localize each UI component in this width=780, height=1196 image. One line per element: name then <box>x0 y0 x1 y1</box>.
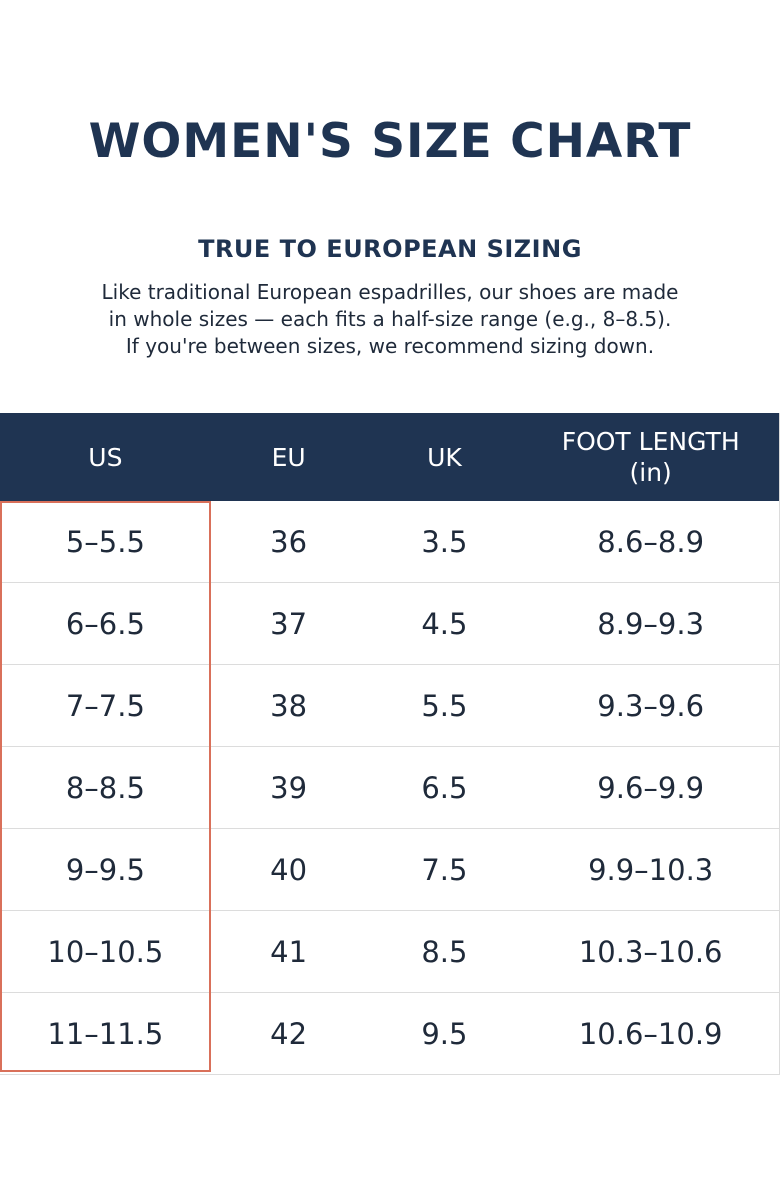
table-row: 7–7.5 38 5.5 9.3–9.6 <box>0 665 780 747</box>
cell-us: 10–10.5 <box>47 934 164 969</box>
cell-foot-length: 9.6–9.9 <box>597 770 705 805</box>
cell-uk: 4.5 <box>421 606 468 641</box>
table-row: 10–10.5 41 8.5 10.3–10.6 <box>0 911 780 993</box>
header-uk: UK <box>427 442 462 472</box>
description-line: Like traditional European espadrilles, o… <box>101 280 679 304</box>
cell-us: 9–9.5 <box>65 852 145 887</box>
size-chart-table: US EU UK FOOT LENGTH (in) 5–5.5 36 3.5 8… <box>0 413 780 1075</box>
table-row: 5–5.5 36 3.5 8.6–8.9 <box>0 501 780 583</box>
cell-uk: 8.5 <box>421 934 468 969</box>
cell-foot-length: 10.3–10.6 <box>578 934 723 969</box>
table-body: 5–5.5 36 3.5 8.6–8.9 6–6.5 37 4.5 8.9–9.… <box>0 501 780 1075</box>
cell-foot-length: 9.9–10.3 <box>588 852 714 887</box>
header-eu: EU <box>271 442 306 472</box>
table-row: 8–8.5 39 6.5 9.6–9.9 <box>0 747 780 829</box>
cell-eu: 42 <box>270 1016 308 1051</box>
description-line: in whole sizes — each fits a half-size r… <box>108 307 672 331</box>
cell-uk: 6.5 <box>421 770 468 805</box>
header-foot-length-line: FOOT LENGTH <box>561 427 740 456</box>
page-title: WOMEN'S SIZE CHART <box>88 114 692 169</box>
header-foot-length: FOOT LENGTH (in) <box>522 413 779 501</box>
description-line: If you're between sizes, we recommend si… <box>125 334 655 358</box>
header-foot-length-unit: (in) <box>629 458 672 487</box>
cell-foot-length: 9.3–9.6 <box>597 688 705 723</box>
cell-us: 6–6.5 <box>65 606 145 641</box>
header-us: US <box>88 442 123 472</box>
cell-us: 7–7.5 <box>65 688 145 723</box>
cell-uk: 9.5 <box>421 1016 468 1051</box>
table-header: US EU UK FOOT LENGTH (in) <box>0 413 780 501</box>
cell-eu: 37 <box>270 606 308 641</box>
cell-us: 8–8.5 <box>65 770 145 805</box>
cell-uk: 3.5 <box>421 524 468 559</box>
cell-eu: 39 <box>270 770 308 805</box>
cell-eu: 41 <box>270 934 308 969</box>
table-row: 11–11.5 42 9.5 10.6–10.9 <box>0 993 780 1075</box>
subtitle: TRUE TO EUROPEAN SIZING <box>198 235 582 263</box>
cell-uk: 5.5 <box>421 688 468 723</box>
cell-foot-length: 10.6–10.9 <box>578 1016 723 1051</box>
table-row: 9–9.5 40 7.5 9.9–10.3 <box>0 829 780 911</box>
cell-foot-length: 8.6–8.9 <box>597 524 705 559</box>
cell-us: 11–11.5 <box>47 1016 164 1051</box>
description: Like traditional European espadrilles, o… <box>60 279 720 360</box>
cell-eu: 38 <box>270 688 308 723</box>
cell-eu: 40 <box>270 852 308 887</box>
cell-us: 5–5.5 <box>65 524 145 559</box>
cell-foot-length: 8.9–9.3 <box>597 606 705 641</box>
cell-eu: 36 <box>270 524 308 559</box>
cell-uk: 7.5 <box>421 852 468 887</box>
table-row: 6–6.5 37 4.5 8.9–9.3 <box>0 583 780 665</box>
